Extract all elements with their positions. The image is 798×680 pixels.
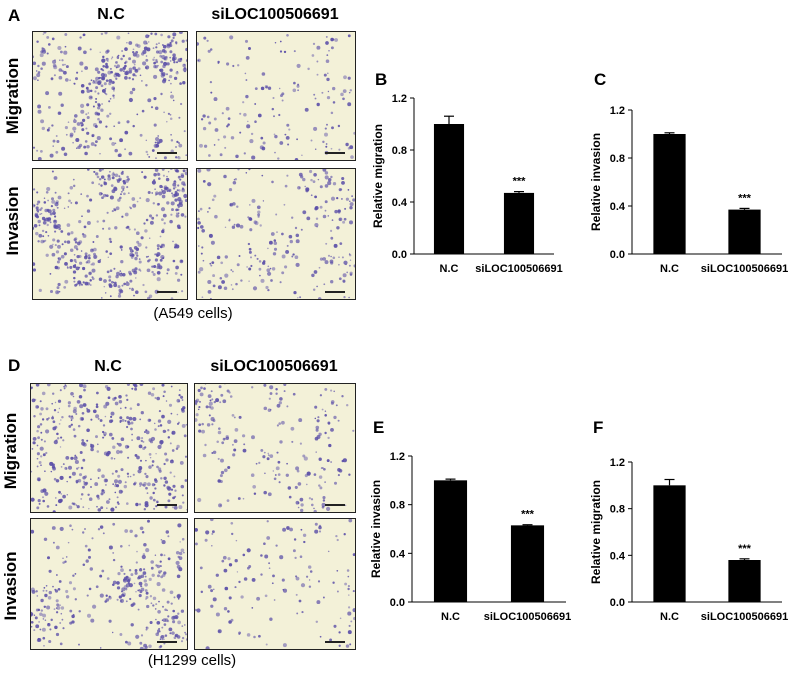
bar: [728, 209, 761, 254]
x-tick-label: siLOC100506691: [701, 263, 788, 275]
column-header-si: siLOC100506691: [211, 6, 339, 23]
row-header-invasion: Invasion: [1, 551, 20, 621]
column-header-nc: N.C: [94, 358, 122, 375]
bar-chart-e: Relative invasion 0.0 0.4 0.8 1.2 N.C *** siLOC…: [369, 451, 571, 623]
y-tick-label: 0.4: [392, 197, 408, 209]
row-header-migration: Migration: [3, 57, 22, 135]
bar: [653, 134, 686, 254]
cell-stain-image: [33, 32, 187, 160]
y-axis-label: Relative migration: [589, 480, 603, 584]
y-tick-label: 1.2: [390, 451, 405, 463]
y-tick-label: 0.8: [610, 153, 625, 165]
x-tick-label: siLOC100506691: [475, 263, 562, 275]
y-tick-label: 0.8: [392, 145, 407, 157]
column-header-si: siLOC100506691: [210, 358, 338, 375]
y-tick-label: 0.0: [610, 597, 625, 609]
significance-label: ***: [738, 192, 752, 204]
bar: [510, 525, 545, 602]
micrograph-h1299-nc-migration: [30, 383, 188, 513]
micrograph-h1299-nc-invasion: [30, 518, 188, 650]
micrograph-a549-nc-migration: [32, 31, 188, 161]
cell-stain-image: [33, 169, 187, 299]
bar-chart-b: Relative migration 0.0 0.4 0.8 1.2 N.C *** siLO…: [371, 93, 563, 275]
micrograph-a549-si-migration: [196, 31, 356, 161]
caption-a549: (A549 cells): [153, 305, 233, 322]
panel-label-c: C: [594, 70, 607, 89]
y-tick-label: 0.4: [610, 201, 626, 213]
cell-stain-image: [31, 519, 187, 649]
bar-chart-f: Relative migration 0.0 0.4 0.8 1.2 N.C *** siLO…: [589, 457, 788, 623]
cell-stain-image: [31, 384, 187, 512]
cell-stain-image: [197, 169, 355, 299]
y-tick-label: 0.0: [392, 249, 407, 261]
bar: [653, 485, 686, 602]
y-tick-label: 0.4: [610, 550, 626, 562]
micrograph-a549-nc-invasion: [32, 168, 188, 300]
y-axis-label: Relative invasion: [589, 133, 603, 231]
x-tick-label: N.C: [660, 263, 679, 275]
y-tick-label: 0.8: [390, 500, 405, 512]
significance-label: ***: [521, 509, 535, 521]
micrograph-h1299-si-invasion: [194, 518, 356, 650]
caption-h1299: (H1299 cells): [147, 652, 237, 669]
cell-stain-image: [197, 33, 355, 160]
bar: [503, 192, 535, 254]
row-header-migration: Migration: [1, 412, 20, 490]
y-tick-label: 1.2: [610, 457, 625, 469]
bar-chart-c: Relative invasion 0.0 0.4 0.8 1.2 N.C *** siLOC…: [589, 105, 788, 275]
panel-label-a: A: [8, 6, 21, 25]
x-tick-label: siLOC100506691: [484, 611, 571, 623]
y-axis-label: Relative invasion: [369, 480, 383, 578]
row-header-invasion: Invasion: [3, 186, 22, 256]
panel-label-e: E: [373, 418, 385, 437]
x-tick-label: N.C: [440, 263, 459, 275]
cell-stain-image: [195, 519, 355, 649]
micrograph-h1299-si-migration: [194, 383, 356, 513]
y-tick-label: 1.2: [392, 93, 407, 105]
panel-label-d: D: [8, 356, 21, 375]
x-tick-label: N.C: [441, 611, 460, 623]
panel-label-b: B: [375, 70, 388, 89]
micrograph-a549-si-invasion: [196, 168, 356, 300]
y-tick-label: 0.0: [390, 597, 405, 609]
panel-label-f: F: [593, 418, 604, 437]
y-tick-label: 0.8: [610, 504, 625, 516]
y-tick-label: 0.0: [610, 249, 625, 261]
significance-label: ***: [513, 176, 527, 188]
x-tick-label: siLOC100506691: [701, 611, 788, 623]
bar: [728, 560, 761, 602]
bar: [433, 480, 468, 602]
y-tick-label: 0.4: [390, 548, 406, 560]
significance-label: ***: [738, 543, 752, 555]
x-tick-label: N.C: [660, 611, 679, 623]
column-header-nc: N.C: [97, 6, 125, 23]
y-tick-label: 1.2: [610, 105, 625, 117]
cell-stain-image: [195, 384, 355, 512]
y-axis-label: Relative migration: [371, 124, 385, 228]
bar: [433, 124, 465, 254]
